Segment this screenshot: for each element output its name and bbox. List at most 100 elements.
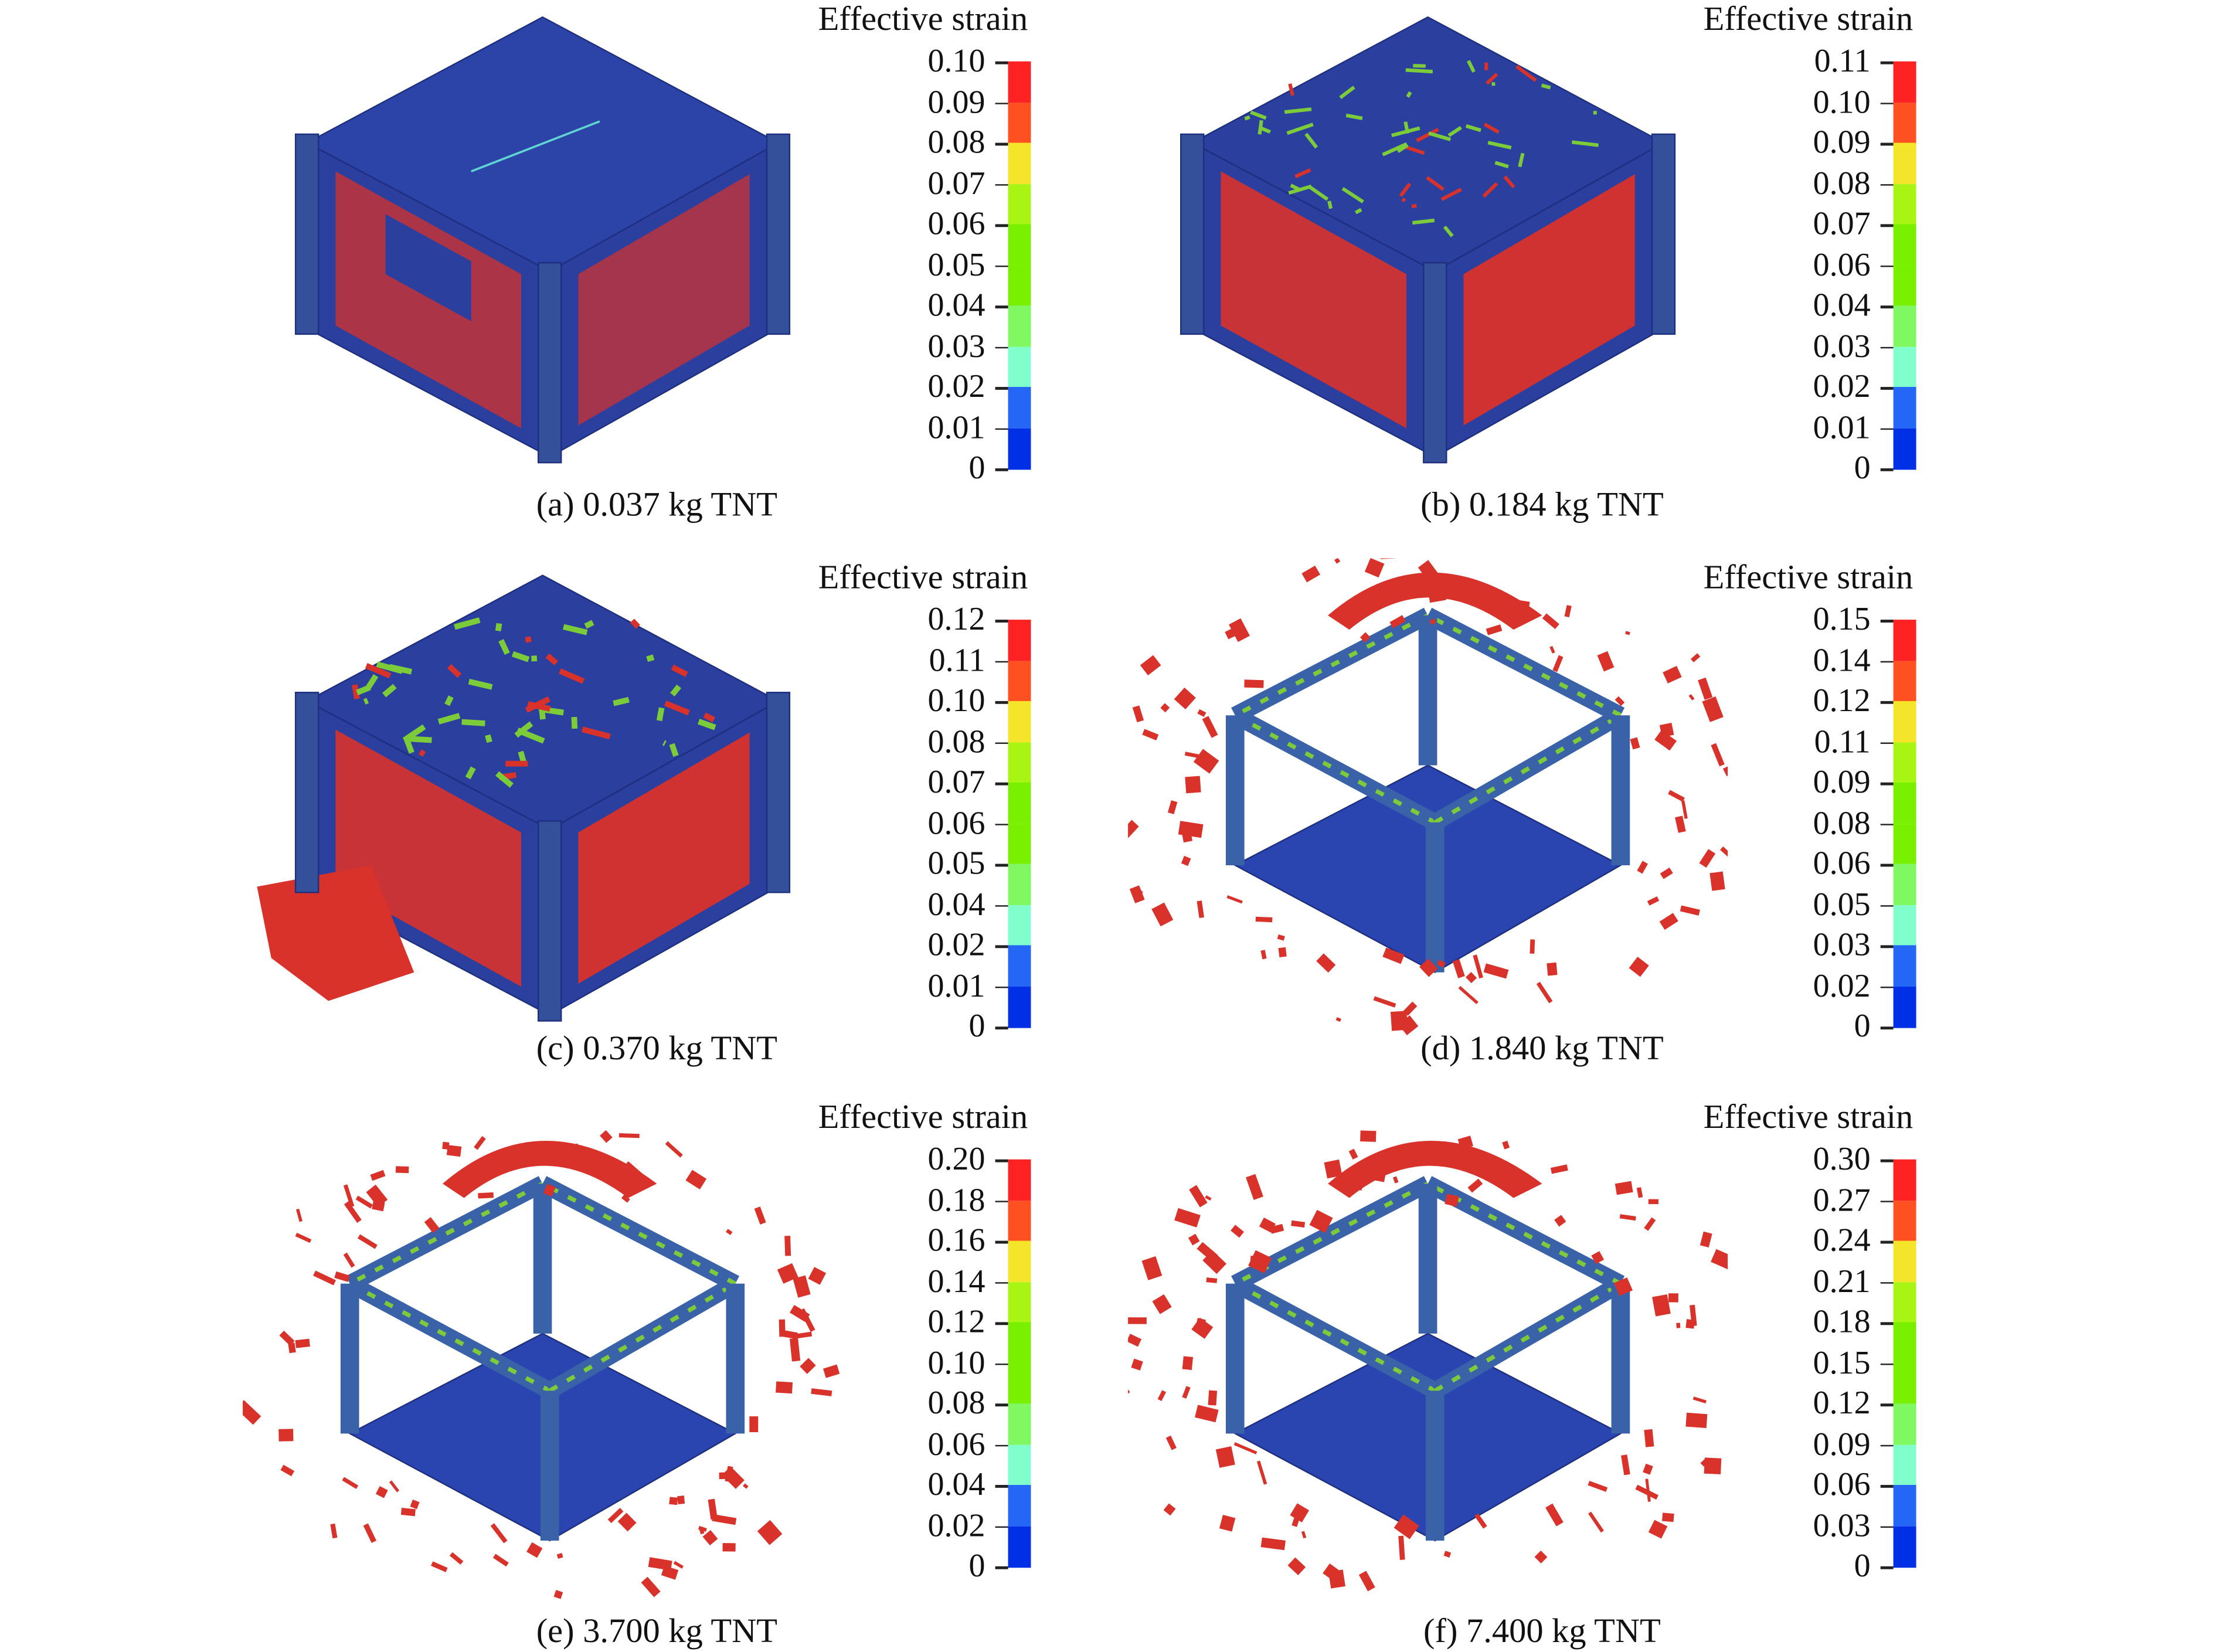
debris-fragment [1668, 1293, 1678, 1302]
debris-fragment [743, 1483, 749, 1488]
corner-column [295, 692, 318, 892]
colorbar-tick [1881, 905, 1894, 907]
debris-fragment [243, 1400, 261, 1425]
debris-fragment [1194, 749, 1219, 774]
corner-column [1652, 134, 1675, 334]
debris-fragment [557, 1553, 563, 1559]
colorbar-tick [1881, 102, 1894, 104]
corner-column [767, 134, 790, 334]
debris-fragment [1486, 624, 1503, 635]
debris-fragment [1246, 1174, 1263, 1200]
debris-fragment [1588, 1512, 1604, 1533]
debris-fragment [1647, 896, 1659, 906]
colorbar-tick [1881, 620, 1894, 622]
debris-fragment [823, 1365, 840, 1378]
debris-fragment [478, 1192, 494, 1199]
debris-fragment [358, 1234, 378, 1249]
debris-fragment [1360, 1130, 1376, 1142]
debris-fragment [1189, 1185, 1207, 1207]
debris-fragment [526, 1542, 542, 1558]
debris-fragment [1688, 694, 1694, 701]
debris-fragment [1164, 1503, 1176, 1515]
debris-fragment [780, 1330, 798, 1339]
debris-fragment [1644, 1217, 1656, 1230]
colorbar-tick-label: 0.08 [1756, 806, 1871, 840]
debris-fragment [1133, 705, 1144, 722]
colorbar-tick-label: 0 [1756, 1009, 1871, 1043]
colorbar-band [1894, 986, 1916, 1028]
debris-fragment [1202, 716, 1218, 738]
debris-fragment [800, 1308, 815, 1332]
debris-fragment [719, 1473, 726, 1480]
debris-fragment [474, 1136, 486, 1150]
colorbar-tick-label: 0.24 [1756, 1223, 1871, 1257]
colorbar-tick-label: 0.06 [1756, 847, 1871, 881]
debris-fragment [1195, 1405, 1219, 1422]
frame-beam [1235, 715, 1435, 822]
fem-model-image [1128, 0, 1728, 478]
debris-fragment [1637, 1187, 1643, 1198]
roof-strain [1412, 206, 1417, 207]
subfigure-caption: (b) 0.184 kg TNT [1314, 485, 1770, 525]
debris-fragment [1663, 666, 1681, 684]
debris-fragment [1140, 655, 1161, 675]
corner-column [538, 263, 561, 463]
debris-fragment [1398, 1536, 1405, 1560]
debris-fragment [1691, 653, 1700, 662]
debris-fragment [1128, 1317, 1147, 1324]
colorbar-tick [1881, 1444, 1894, 1447]
debris-fragment [1649, 1520, 1667, 1539]
debris-fragment [797, 1332, 813, 1339]
debris-fragment [1219, 1515, 1235, 1532]
debris-fragment [1644, 1429, 1654, 1447]
debris-fragment [376, 1486, 388, 1498]
debris-fragment [1598, 651, 1615, 672]
roof-strain [574, 717, 575, 729]
fem-model-image [1128, 558, 1728, 1036]
debris-fragment [619, 1133, 640, 1138]
debris-fragment [1615, 1181, 1633, 1195]
debris-fragment [342, 1477, 358, 1489]
roof-strain [672, 744, 676, 756]
debris-fragment [1244, 679, 1263, 688]
debris-fragment [1545, 1504, 1564, 1527]
debris-fragment [1685, 1319, 1694, 1328]
colorbar-band [1894, 62, 1916, 103]
colorbar-tick [1881, 783, 1894, 785]
debris-fragment [1328, 1569, 1345, 1588]
roof-strain [420, 752, 424, 754]
debris-fragment [1621, 1454, 1630, 1475]
subfigure-caption: (e) 3.700 kg TNT [429, 1612, 885, 1652]
debris-fragment [1128, 1334, 1141, 1347]
colorbar-tick [1881, 1160, 1894, 1162]
debris-fragment [1336, 1017, 1341, 1022]
colorbar-band [1894, 1444, 1916, 1486]
debris-fragment [1459, 986, 1479, 1004]
colorbar-tick [1881, 742, 1894, 744]
debris-fragment [554, 1590, 563, 1599]
debris-fragment [1453, 959, 1465, 978]
debris-fragment [1502, 1141, 1510, 1150]
debris-fragment [1530, 939, 1535, 953]
debris-fragment [776, 1381, 793, 1393]
debris-fragment [1468, 1179, 1483, 1193]
colorbar-band [1894, 427, 1916, 469]
colorbar-tick [1881, 1525, 1894, 1528]
colorbar-tick-label: 0.08 [1756, 166, 1871, 200]
debris-fragment [1393, 1176, 1399, 1183]
roof-strain [409, 739, 432, 740]
debris-fragment [1630, 737, 1640, 750]
colorbar-tick [1881, 62, 1894, 64]
colorbar-tick [1881, 1403, 1894, 1406]
debris-fragment [1174, 1208, 1201, 1228]
debris-fragment [1128, 820, 1139, 839]
colorbar-tick-label: 0.30 [1756, 1142, 1871, 1176]
colorbar-band [1894, 224, 1916, 266]
fem-model-image [243, 0, 842, 478]
debris-fragment [313, 1270, 336, 1285]
colorbar-tick [1881, 1363, 1894, 1365]
roof-strain [1260, 120, 1262, 134]
debris-fragment [1278, 947, 1286, 957]
debris-fragment [1197, 900, 1204, 918]
